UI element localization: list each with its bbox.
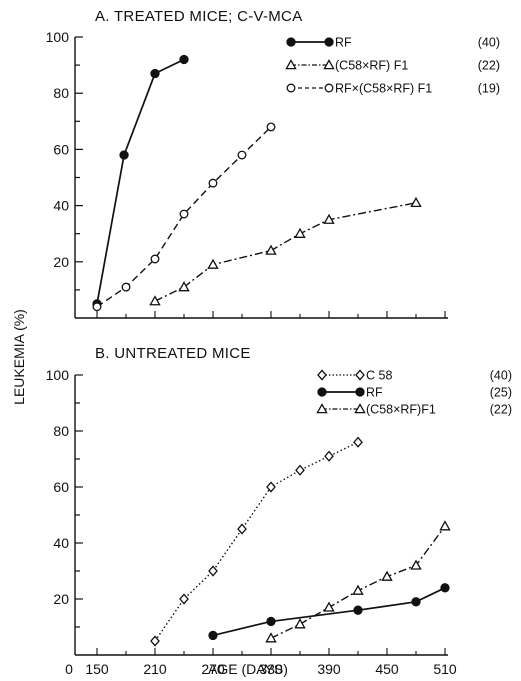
x-tick-label: 330 — [259, 661, 283, 677]
data-point — [178, 281, 190, 292]
data-point — [207, 258, 219, 269]
data-point — [266, 616, 276, 627]
data-point — [294, 227, 306, 238]
data-point — [237, 150, 247, 160]
y-tick-label: 100 — [46, 367, 70, 383]
data-point — [119, 150, 129, 160]
legend-marker — [355, 369, 365, 381]
x-tick-label: 450 — [375, 661, 399, 677]
y-tick-label: 80 — [53, 85, 69, 101]
data-point — [295, 464, 305, 476]
data-point — [179, 54, 189, 65]
panel-a-title: A. TREATED MICE; C-V-MCA — [95, 8, 303, 25]
data-point — [353, 605, 363, 615]
data-point — [411, 597, 421, 607]
data-point — [265, 632, 277, 643]
data-point — [150, 635, 160, 647]
y-axis-title: LEUKEMIA (%) — [11, 309, 27, 405]
y-tick-label: 80 — [53, 423, 69, 439]
legend-marker — [316, 403, 328, 414]
data-point — [92, 302, 102, 312]
x-tick-label: 510 — [433, 661, 457, 677]
y-tick-label: 60 — [53, 479, 69, 495]
series-line — [96, 58, 185, 305]
panel-b-axes: 20 40 60 80 100 0 150 210 270 330 390 450 510 — [46, 367, 457, 677]
legend-label: RF — [366, 386, 383, 400]
legend-marker — [354, 403, 366, 414]
legend-count: (40) — [478, 36, 500, 50]
legend-marker — [285, 59, 297, 70]
legend-marker — [323, 59, 335, 70]
data-point — [323, 601, 335, 612]
legend-count: (25) — [490, 386, 512, 400]
data-point — [265, 244, 277, 255]
panel-a-axes: 20 40 60 80 100 — [46, 29, 448, 319]
legend-label: (C58×RF)F1 — [366, 403, 436, 417]
panel-b: B. UNTREATED MICE 20 40 60 80 100 0 150 210 270 3… — [46, 345, 512, 677]
data-point — [352, 584, 364, 595]
panel-b-series — [150, 436, 451, 647]
data-point — [208, 630, 218, 641]
y-tick-label: 20 — [53, 591, 69, 607]
panel-b-legend: C 58 (40) RF (25) (C58×RF)F1 (22) — [316, 369, 512, 417]
series-line — [270, 525, 446, 639]
data-point — [410, 196, 422, 208]
x-tick-label: 270 — [201, 661, 225, 677]
y-tick-label: 20 — [53, 254, 69, 270]
y-tick-label: 40 — [53, 535, 69, 551]
x-tick-label: 210 — [143, 661, 167, 677]
panel-a-legend: RF (40) (C58×RF) F1 (22) RF×(C58×RF) F1 (19) — [285, 36, 500, 96]
y-tick-label: 60 — [53, 141, 69, 157]
legend-label: C 58 — [366, 369, 392, 383]
panel-a-series — [92, 54, 422, 312]
data-point — [208, 565, 218, 577]
legend-label: (C58×RF) F1 — [335, 59, 408, 73]
data-point — [294, 618, 306, 629]
data-point — [149, 295, 161, 306]
legend-count: (19) — [478, 82, 500, 96]
series-line — [154, 202, 417, 302]
legend-count: (40) — [490, 369, 512, 383]
panel-b-title: B. UNTREATED MICE — [95, 345, 251, 362]
legend-marker — [324, 83, 334, 93]
data-point — [237, 523, 247, 535]
x-tick-label: 0 — [65, 661, 73, 677]
y-tick-label: 40 — [53, 198, 69, 214]
legend-label: RF — [335, 36, 352, 50]
data-point — [150, 254, 160, 264]
data-point — [179, 593, 189, 605]
data-point — [439, 520, 451, 531]
legend-marker — [355, 387, 365, 397]
data-point — [353, 436, 363, 448]
data-point — [381, 570, 393, 581]
legend-marker — [286, 83, 296, 93]
data-point — [324, 450, 334, 462]
data-point — [323, 213, 335, 224]
legend-count: (22) — [490, 403, 512, 417]
data-point — [208, 178, 218, 188]
legend-marker — [317, 387, 327, 397]
y-tick-label: 100 — [46, 29, 70, 45]
legend-marker — [317, 369, 327, 381]
x-tick-label: 150 — [85, 661, 109, 677]
legend-marker — [286, 37, 296, 47]
data-point — [410, 559, 422, 570]
data-point — [266, 481, 276, 493]
data-point — [121, 282, 131, 292]
legend-count: (22) — [478, 59, 500, 73]
data-point — [440, 583, 450, 593]
data-point — [150, 68, 160, 79]
x-tick-label: 390 — [317, 661, 341, 677]
data-point — [266, 122, 276, 132]
legend-label: RF×(C58×RF) F1 — [335, 82, 432, 96]
panel-a: A. TREATED MICE; C-V-MCA 20 40 60 80 100 RF (… — [46, 8, 500, 319]
legend-marker — [324, 37, 334, 47]
data-point — [179, 209, 189, 219]
x-axis-title: AGE (DAYS) — [208, 661, 288, 677]
